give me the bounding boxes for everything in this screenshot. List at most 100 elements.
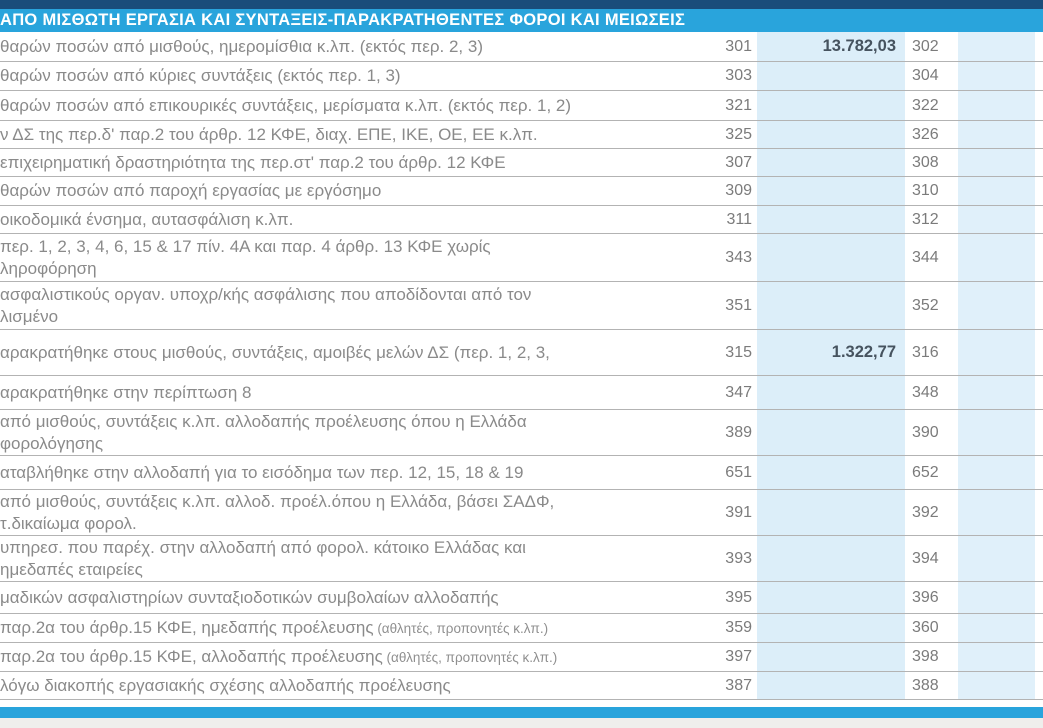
amount-left-input[interactable] (757, 410, 905, 455)
amount-right-input[interactable] (958, 149, 1035, 176)
row-label: μαδικών ασφαλιστηρίων συνταξιοδοτικών συ… (0, 587, 714, 609)
amount-left-input[interactable]: 1.322,77 (757, 330, 905, 375)
row-label: παρ.2α του άρθρ.15 ΚΦΕ, αλλοδαπής προέλε… (0, 646, 714, 668)
row-label-line1: ν ΔΣ της περ.δ' παρ.2 του άρθρ. 12 ΚΦΕ, … (0, 124, 538, 144)
row-label-line1: από μισθούς, συντάξεις κ.λπ. αλλοδαπής π… (0, 412, 527, 431)
amount-right-input[interactable] (958, 536, 1035, 581)
amount-left-input[interactable]: 13.782,03 (757, 32, 905, 61)
amount-left-input[interactable] (757, 91, 905, 120)
code-right: 388 (912, 676, 939, 694)
amount-left-input[interactable] (757, 206, 905, 233)
code-right: 344 (912, 248, 939, 266)
row-label: από μισθούς, συντάξεις κ.λπ. αλλοδ. προέ… (0, 491, 714, 534)
table-row: θαρών ποσών από παροχή εργασίας με εργόσ… (0, 177, 1043, 206)
row-label-line1: θαρών ποσών από κύριες συντάξεις (εκτός … (0, 66, 401, 85)
amount-left-input[interactable] (757, 234, 905, 281)
right-margin (1035, 582, 1043, 613)
row-label-line2: τ.δικαίωμα φορολ. (0, 514, 137, 533)
right-margin (1035, 121, 1043, 148)
amount-right-input[interactable] (958, 490, 1035, 535)
code-left: 389 (725, 423, 752, 441)
amount-left-input[interactable] (757, 456, 905, 489)
table-row: θαρών ποσών από μισθούς, ημερομίσθια κ.λ… (0, 32, 1043, 62)
next-section-header-bar (0, 707, 1043, 718)
row-label: ν ΔΣ της περ.δ' παρ.2 του άρθρ. 12 ΚΦΕ, … (0, 124, 714, 146)
table-row: αταβλήθηκε στην αλλοδαπή για το εισόδημα… (0, 456, 1043, 490)
amount-left-input[interactable] (757, 672, 905, 699)
row-label-line2: ημεδαπές εταιρείες (0, 560, 143, 579)
amount-right-input[interactable] (958, 643, 1035, 671)
code-right: 398 (912, 648, 939, 665)
code-right: 326 (912, 125, 939, 143)
amount-left-input[interactable] (757, 282, 905, 329)
right-margin (1035, 32, 1043, 61)
section-title: ΑΠΟ ΜΙΣΘΩΤΗ ΕΡΓΑΣΙΑ ΚΑΙ ΣΥΝΤΑΞΕΙΣ-ΠΑΡΑΚΡ… (0, 11, 686, 29)
row-label: θαρών ποσών από παροχή εργασίας με εργόσ… (0, 180, 714, 202)
row-label: οικοδομικά ένσημα, αυτασφάλιση κ.λπ. (0, 209, 714, 231)
row-label-line1: αρακρατήθηκε στους μισθούς, συντάξεις, α… (0, 342, 550, 362)
code-left: 303 (725, 67, 752, 84)
right-margin (1035, 282, 1043, 329)
amount-right-input[interactable] (958, 582, 1035, 613)
right-margin (1035, 62, 1043, 90)
right-margin (1035, 490, 1043, 535)
code-right: 322 (912, 96, 939, 114)
amount-right-input[interactable] (958, 234, 1035, 281)
amount-left-input[interactable] (757, 177, 905, 205)
row-label: περ. 1, 2, 3, 4, 6, 15 & 17 πίν. 4Α και … (0, 236, 714, 279)
amount-left-input[interactable] (757, 62, 905, 90)
table-row: περ. 1, 2, 3, 4, 6, 15 & 17 πίν. 4Α και … (0, 234, 1043, 282)
amount-left-input[interactable] (757, 149, 905, 176)
amount-left-input[interactable] (757, 614, 905, 642)
right-margin (1035, 177, 1043, 205)
top-divider-bar (0, 0, 1043, 9)
amount-right-input[interactable] (958, 282, 1035, 329)
table-row: υπηρεσ. που παρέχ. στην αλλοδαπή από φορ… (0, 536, 1043, 582)
right-margin (1035, 536, 1043, 581)
amount-left-input[interactable] (757, 582, 905, 613)
right-margin (1035, 149, 1043, 176)
amount-right-input[interactable] (958, 410, 1035, 455)
amount-right-input[interactable] (958, 62, 1035, 90)
right-margin (1035, 672, 1043, 699)
code-right: 352 (912, 296, 939, 314)
amount-right-input[interactable] (958, 121, 1035, 148)
row-label: ασφαλιστικούς οργαν. υποχρ/κής ασφάλισης… (0, 284, 714, 327)
amount-left-input[interactable] (757, 536, 905, 581)
amount-left-input[interactable] (757, 490, 905, 535)
right-margin (1035, 643, 1043, 671)
amount-right-input[interactable] (958, 672, 1035, 699)
code-left: 315 (725, 343, 752, 361)
table-row: μαδικών ασφαλιστηρίων συνταξιοδοτικών συ… (0, 582, 1043, 614)
code-right: 304 (912, 67, 939, 84)
row-label-line1: επιχειρηματική δραστηριότητα της περ.στ'… (0, 152, 506, 172)
code-right: 312 (912, 210, 939, 228)
amount-right-input[interactable] (958, 32, 1035, 61)
row-label: παρ.2α του άρθρ.15 ΚΦΕ, ημεδαπής προέλευ… (0, 617, 714, 639)
table-row: επιχειρηματική δραστηριότητα της περ.στ'… (0, 149, 1043, 177)
amount-right-input[interactable] (958, 206, 1035, 233)
right-margin (1035, 376, 1043, 409)
code-right: 302 (912, 37, 939, 55)
table-row: λόγω διακοπής εργασιακής σχέσης αλλοδαπή… (0, 672, 1043, 700)
page-bottom-strip (0, 718, 1043, 728)
amount-left-input[interactable] (757, 121, 905, 148)
row-label-line1: υπηρεσ. που παρέχ. στην αλλοδαπή από φορ… (0, 538, 526, 557)
table-row: από μισθούς, συντάξεις κ.λπ. αλλοδαπής π… (0, 410, 1043, 456)
right-margin (1035, 91, 1043, 120)
amount-left-input[interactable] (757, 643, 905, 671)
amount-right-input[interactable] (958, 330, 1035, 375)
amount-left-input[interactable] (757, 376, 905, 409)
amount-right-input[interactable] (958, 91, 1035, 120)
row-label-note: (αθλητές, προπονητές κ.λπ.) (373, 621, 549, 636)
row-label: υπηρεσ. που παρέχ. στην αλλοδαπή από φορ… (0, 537, 714, 580)
amount-right-input[interactable] (958, 376, 1035, 409)
row-label-line1: παρ.2α του άρθρ.15 ΚΦΕ, ημεδαπής προέλευ… (0, 618, 374, 637)
row-label: θαρών ποσών από κύριες συντάξεις (εκτός … (0, 65, 714, 87)
table-row: οικοδομικά ένσημα, αυτασφάλιση κ.λπ. 311… (0, 206, 1043, 234)
amount-right-input[interactable] (958, 614, 1035, 642)
amount-right-input[interactable] (958, 177, 1035, 205)
row-label-line1: θαρών ποσών από επικουρικές συντάξεις, μ… (0, 95, 572, 115)
amount-right-input[interactable] (958, 456, 1035, 489)
